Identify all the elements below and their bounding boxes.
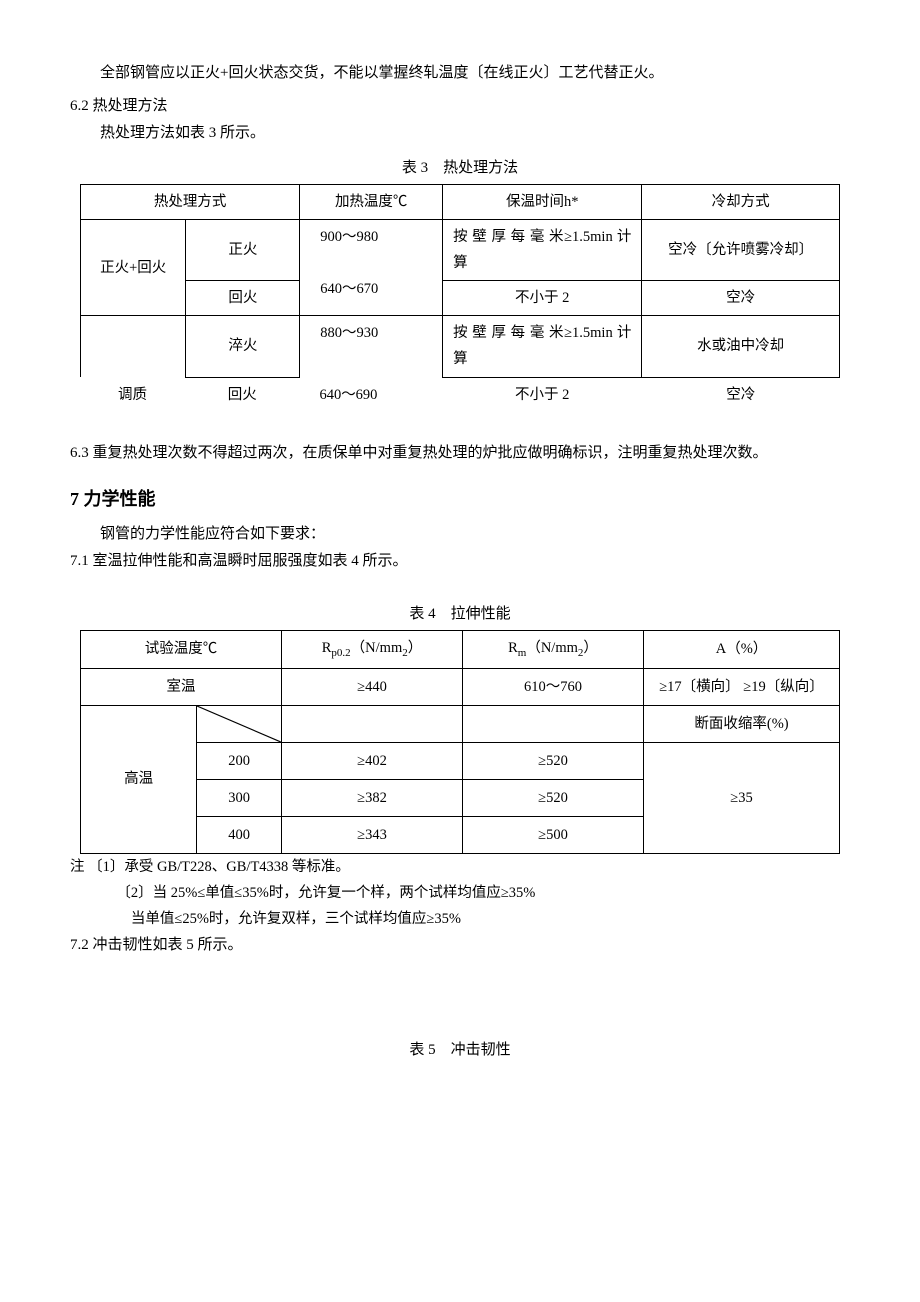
table3-overflow: 调质 回火 640～690 不小于 2 空冷 [80,378,840,412]
cell-rm: ≥500 [463,816,644,853]
cell-a: ≥17〔横向〕 ≥19〔纵向〕 [644,668,840,705]
table-row: 正火+回火 正火 900～9800640～670 按 壁 厚 每 毫 米≥1.5… [81,220,840,281]
table-row: 淬火 880～930 按 壁 厚 每 毫 米≥1.5min 计算 水或油中冷却 [81,316,840,377]
cell-method-group: 正火+回火 [81,220,186,316]
cell-blank [282,705,463,742]
note-1: 注 〔1〕承受 GB/T228、GB/T4338 等标准。 [70,854,850,880]
section-6-3: 6.3 重复热处理次数不得超过两次，在质保单中对重复热处理的炉批应做明确标识，注… [70,440,850,467]
table3: 热处理方式 加热温度℃ 保温时间h* 冷却方式 正火+回火 正火 900～980… [80,184,840,378]
section-7-heading: 7 力学性能 [70,483,850,515]
cell-rm: 610～760 [463,668,644,705]
cell-temp: 400 [197,816,282,853]
section-7-2: 7.2 冲击韧性如表 5 所示。 [70,932,850,959]
section-6-2-body: 热处理方法如表 3 所示。 [70,120,850,147]
table3-caption: 表 3 热处理方法 [70,155,850,182]
cell-method-group: 调质 [80,378,185,412]
cell-hold: 按 壁 厚 每 毫 米≥1.5min 计算 [443,220,642,281]
cell-rp: ≥382 [282,779,463,816]
table-row: 调质 回火 640～690 不小于 2 空冷 [80,378,840,412]
table3-h-hold: 保温时间h* [443,185,642,220]
cell-cool: 空冷 [641,378,840,412]
cell-rp: ≥440 [282,668,463,705]
table4: 试验温度℃ Rp0.2（N/mm2） Rm（N/mm2） A（%） 室温 ≥44… [80,630,840,854]
table3-h-method: 热处理方式 [81,185,300,220]
section-6-2-title: 6.2 热处理方法 [70,93,850,120]
cell-step: 淬火 [186,316,300,377]
table3-header-row: 热处理方式 加热温度℃ 保温时间h* 冷却方式 [81,185,840,220]
table4-h-temp: 试验温度℃ [81,631,282,669]
table-row: 回火 不小于 2 空冷 [81,281,840,316]
note-3: 当单值≤25%时，允许复双样，三个试样均值应≥35% [131,906,850,932]
cell-rp: ≥343 [282,816,463,853]
cell-hold: 不小于 2 [443,281,642,316]
cell-cool: 空冷〔允许喷雾冷却〕 [642,220,840,281]
table4-h-rp: Rp0.2（N/mm2） [282,631,463,669]
cell-step: 正火 [186,220,300,281]
table4-header-row: 试验温度℃ Rp0.2（N/mm2） Rm（N/mm2） A（%） [81,631,840,669]
table4-caption: 表 4 拉伸性能 [70,601,850,628]
section-7-1: 7.1 室温拉伸性能和高温瞬时屈服强度如表 4 所示。 [70,548,850,575]
cell-temp: 640～690 [299,378,443,412]
table4-h-rm: Rm（N/mm2） [463,631,644,669]
cell-cool: 空冷 [642,281,840,316]
cell-hold: 不小于 2 [443,378,641,412]
cell-high-label: 高温 [81,705,197,853]
cell-temp: 200 [197,742,282,779]
cell-room-label: 室温 [81,668,282,705]
table-row: 室温 ≥440 610～760 ≥17〔横向〕 ≥19〔纵向〕 [81,668,840,705]
intro-paragraph: 全部钢管应以正火+回火状态交货，不能以掌握终轧温度〔在线正火〕工艺代替正火。 [70,60,850,87]
cell-cool: 水或油中冷却 [642,316,840,377]
cell-reduction-label: 断面收缩率(%) [644,705,840,742]
cell-temp: 300 [197,779,282,816]
table3-h-temp: 加热温度℃ [300,185,443,220]
cell-rm: ≥520 [463,742,644,779]
note-2: 〔2〕当 25%≤单值≤35%时，允许复一个样，两个试样均值应≥35% [116,880,850,906]
section-7-intro: 钢管的力学性能应符合如下要求： [70,521,850,548]
cell-reduction-val: ≥35 [644,742,840,853]
table3-h-cool: 冷却方式 [642,185,840,220]
table5-caption: 表 5 冲击韧性 [70,1037,850,1064]
cell-rm: ≥520 [463,779,644,816]
cell-step: 回火 [186,281,300,316]
cell-temp: 900～9800640～670 [300,220,443,316]
cell-hold: 按 壁 厚 每 毫 米≥1.5min 计算 [443,316,642,377]
table4-h-a: A（%） [644,631,840,669]
cell-rp: ≥402 [282,742,463,779]
cell-temp: 880～930 [300,316,443,377]
cell-diagonal [197,705,282,742]
table-row: 高温 断面收缩率(%) [81,705,840,742]
cell-blank [463,705,644,742]
cell-method-group [81,316,186,377]
cell-step: 回火 [185,378,299,412]
